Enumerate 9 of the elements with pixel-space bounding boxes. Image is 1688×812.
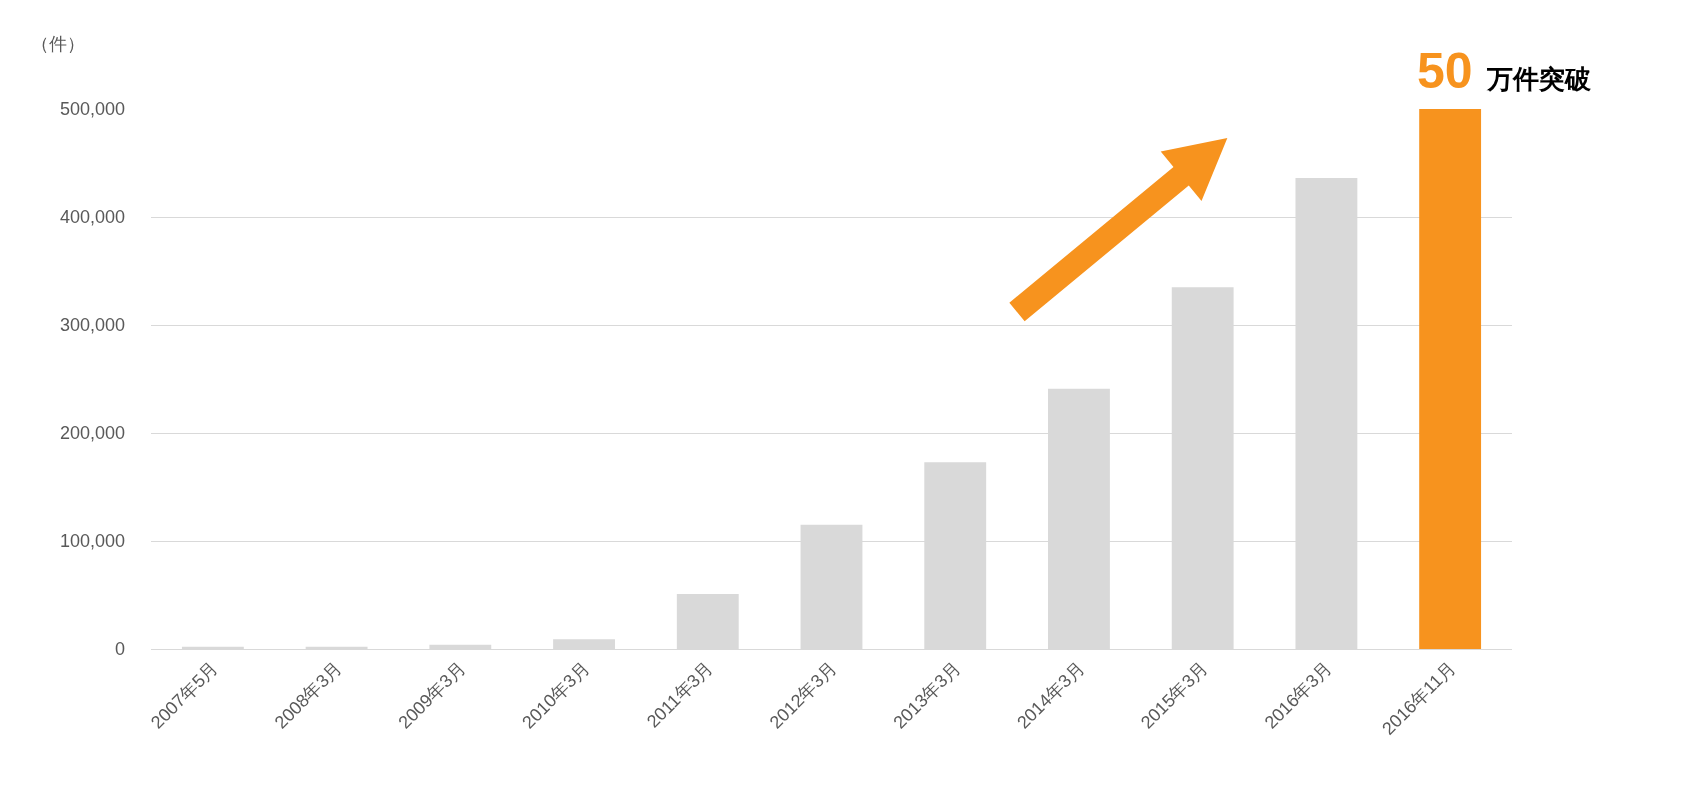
y-tick-label: 200,000	[59, 423, 125, 444]
annotation: 50 万件突破	[1417, 43, 1592, 99]
y-tick-label: 500,000	[59, 99, 125, 120]
y-tick-label: 100,000	[59, 531, 125, 552]
y-tick-label: 400,000	[59, 207, 125, 228]
y-axis-title: （件）	[31, 34, 85, 54]
y-tick-label: 0	[114, 639, 125, 660]
y-tick-label: 300,000	[59, 315, 125, 336]
bar	[1419, 109, 1482, 649]
